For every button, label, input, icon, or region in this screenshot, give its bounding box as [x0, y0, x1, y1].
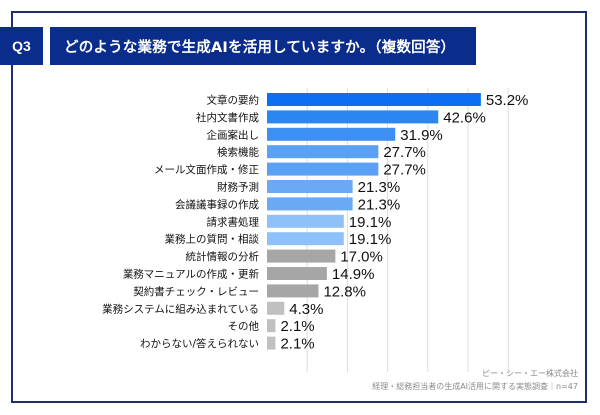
bar: [267, 110, 439, 124]
value-label: 4.3%: [289, 301, 323, 318]
category-label: 業務マニュアルの作成・更新: [123, 268, 260, 281]
value-label: 17.0%: [340, 249, 383, 266]
category-label: メール文面作成・修正: [154, 163, 259, 176]
category-label: 社内文書作成: [196, 111, 259, 124]
bar: [267, 93, 481, 106]
bar: [267, 336, 276, 350]
category-label: 会議議事録の作成: [175, 198, 259, 211]
bar: [267, 267, 327, 280]
bar: [267, 319, 276, 333]
bar: [267, 301, 285, 315]
category-label: 企画案出し: [207, 128, 260, 141]
value-label: 19.1%: [349, 231, 392, 248]
footer-source: 経理・総務担当者の生成AI活用に関する実態調査｜n=47: [372, 382, 578, 391]
chart-title: どのような業務で生成AIを活用していますか。（複数回答）: [50, 27, 476, 65]
bar: [267, 127, 396, 141]
value-label: 21.3%: [358, 196, 401, 213]
category-label: 契約書チェック・レビュー: [133, 285, 259, 298]
value-label: 21.3%: [358, 179, 401, 196]
category-label: 財務予測: [217, 181, 259, 194]
category-label: わからない/答えられない: [140, 337, 259, 350]
category-label: その他: [228, 320, 260, 333]
bar: [267, 162, 379, 176]
category-label: 業務上の質問・相談: [165, 233, 260, 246]
category-labels: 文章の要約社内文書作成企画案出し検索機能メール文面作成・修正財務予測会議議事録の…: [102, 94, 259, 351]
bars: [267, 93, 481, 350]
bar: [267, 197, 353, 211]
value-label: 12.8%: [323, 283, 366, 300]
category-label: 請求書処理: [207, 215, 260, 228]
value-label: 2.1%: [280, 318, 314, 335]
value-label: 19.1%: [349, 214, 392, 231]
value-label: 14.9%: [332, 266, 375, 283]
bar: [267, 284, 319, 298]
bar: [267, 214, 344, 228]
category-label: 検索機能: [217, 146, 259, 159]
category-label: 文章の要約: [207, 94, 260, 107]
bar: [267, 232, 344, 246]
bar: [267, 145, 379, 159]
value-label: 42.6%: [443, 109, 486, 126]
bar: [267, 249, 336, 263]
value-label: 53.2%: [486, 92, 529, 109]
value-label: 27.7%: [383, 162, 426, 179]
category-label: 統計情報の分析: [186, 250, 260, 263]
value-label: 2.1%: [280, 336, 314, 353]
bar: [267, 180, 353, 193]
footer-company: ピー・シー・エー株式会社: [482, 369, 578, 378]
value-label: 31.9%: [400, 127, 443, 144]
question-number-badge: Q3: [0, 27, 43, 65]
value-labels: 53.2%42.6%31.9%27.7%27.7%21.3%21.3%19.1%…: [280, 92, 528, 353]
value-label: 27.7%: [383, 144, 426, 161]
category-label: 業務システムに組み込まれている: [102, 302, 259, 315]
